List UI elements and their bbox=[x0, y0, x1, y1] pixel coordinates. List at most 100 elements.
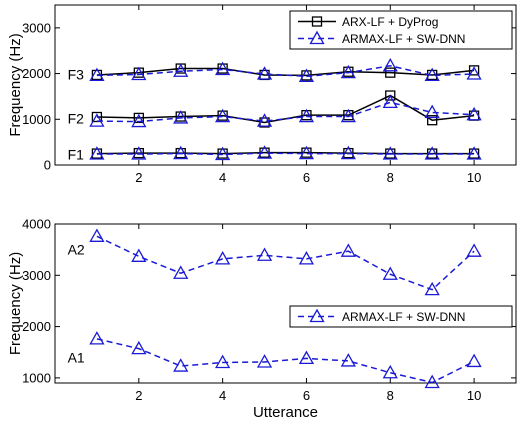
data-point bbox=[89, 67, 105, 82]
series-line bbox=[96, 235, 475, 291]
y-tick-label: 4000 bbox=[22, 217, 51, 232]
x-tick-label: 2 bbox=[135, 170, 142, 185]
data-point bbox=[340, 108, 356, 123]
data-point bbox=[215, 108, 231, 123]
data-point bbox=[382, 94, 398, 109]
data-point bbox=[340, 353, 356, 367]
data-point bbox=[340, 243, 356, 257]
data-point bbox=[466, 66, 482, 80]
data-point bbox=[382, 146, 398, 160]
data-point bbox=[466, 146, 482, 160]
data-point bbox=[89, 146, 105, 160]
data-point bbox=[256, 113, 273, 127]
y-tick-label: 1000 bbox=[22, 112, 51, 127]
x-axis-label: Utterance bbox=[253, 404, 318, 421]
series-1-2 bbox=[89, 57, 482, 161]
series-line bbox=[96, 65, 475, 78]
data-point bbox=[468, 65, 480, 76]
series-2-1 bbox=[89, 228, 482, 389]
data-point bbox=[89, 331, 105, 345]
data-point bbox=[215, 146, 231, 161]
y-axis-label: Frequency (Hz) bbox=[7, 252, 24, 355]
data-point bbox=[298, 350, 315, 365]
data-point bbox=[424, 146, 440, 160]
data-point bbox=[89, 113, 105, 127]
data-point bbox=[466, 106, 482, 121]
data-point bbox=[131, 113, 147, 128]
data-point bbox=[385, 90, 396, 101]
y-tick-label: 1000 bbox=[22, 370, 51, 385]
series-line bbox=[96, 67, 475, 77]
y-tick-label: 2000 bbox=[22, 66, 51, 81]
data-point bbox=[256, 247, 273, 261]
data-point bbox=[340, 64, 356, 79]
x-tick-label: 8 bbox=[387, 388, 394, 403]
x-tick-label: 8 bbox=[387, 170, 394, 185]
data-point bbox=[215, 251, 231, 265]
data-point bbox=[424, 104, 440, 119]
legend-label: ARMAX-LF + SW-DNN bbox=[342, 310, 465, 324]
legend-box-2 bbox=[289, 305, 513, 328]
data-point bbox=[256, 145, 273, 159]
data-point bbox=[382, 364, 398, 379]
data-point bbox=[298, 145, 315, 160]
series-1-1 bbox=[91, 63, 480, 159]
data-point bbox=[298, 68, 315, 82]
legend-marker bbox=[309, 30, 325, 45]
track-label: F1 bbox=[68, 146, 85, 162]
series-line bbox=[96, 101, 475, 123]
legend-marker bbox=[311, 16, 323, 27]
data-point bbox=[173, 265, 189, 279]
data-point bbox=[385, 148, 396, 159]
data-point bbox=[427, 115, 438, 126]
data-point bbox=[215, 354, 231, 369]
data-point bbox=[131, 340, 147, 355]
x-tick-label: 6 bbox=[303, 170, 310, 185]
data-point bbox=[298, 108, 315, 123]
x-tick-label: 2 bbox=[135, 388, 142, 403]
track-label: F3 bbox=[68, 66, 85, 82]
y-tick-label: 2000 bbox=[22, 319, 51, 334]
plot-area-2 bbox=[54, 223, 517, 384]
x-tick-label: 10 bbox=[467, 388, 481, 403]
legend-label: ARMAX-LF + SW-DNN bbox=[342, 32, 465, 46]
legend-box-1 bbox=[289, 10, 513, 50]
y-axis-label: Frequency (Hz) bbox=[7, 33, 24, 136]
x-tick-label: 4 bbox=[219, 170, 226, 185]
data-point bbox=[382, 266, 398, 280]
data-point bbox=[131, 146, 147, 160]
legend-label: ARX-LF + DyProg bbox=[342, 15, 438, 29]
series-line bbox=[96, 152, 475, 156]
data-point bbox=[424, 374, 440, 389]
data-point bbox=[385, 67, 396, 78]
data-point bbox=[215, 61, 231, 76]
data-point bbox=[382, 57, 398, 72]
legend-marker bbox=[309, 308, 325, 323]
y-tick-label: 0 bbox=[44, 158, 51, 173]
x-tick-label: 10 bbox=[467, 170, 481, 185]
data-point bbox=[340, 145, 356, 160]
data-point bbox=[173, 110, 189, 124]
data-point bbox=[173, 145, 189, 160]
data-point bbox=[466, 243, 482, 257]
x-tick-label: 4 bbox=[219, 388, 226, 403]
track-label: F2 bbox=[68, 110, 85, 126]
y-tick-label: 3000 bbox=[22, 20, 51, 35]
series-line bbox=[96, 338, 475, 384]
data-point bbox=[173, 358, 189, 372]
data-point bbox=[256, 354, 273, 368]
data-point bbox=[131, 248, 147, 262]
track-label: A2 bbox=[68, 242, 85, 258]
data-point bbox=[173, 63, 189, 77]
data-point bbox=[256, 66, 273, 80]
x-tick-label: 6 bbox=[303, 388, 310, 403]
data-point bbox=[298, 251, 315, 265]
plot-area-1 bbox=[54, 4, 517, 166]
data-point bbox=[133, 112, 144, 124]
track-label: A1 bbox=[68, 349, 85, 365]
data-point bbox=[131, 66, 147, 81]
data-point bbox=[175, 147, 186, 159]
series-line bbox=[96, 94, 475, 124]
data-point bbox=[466, 353, 482, 368]
